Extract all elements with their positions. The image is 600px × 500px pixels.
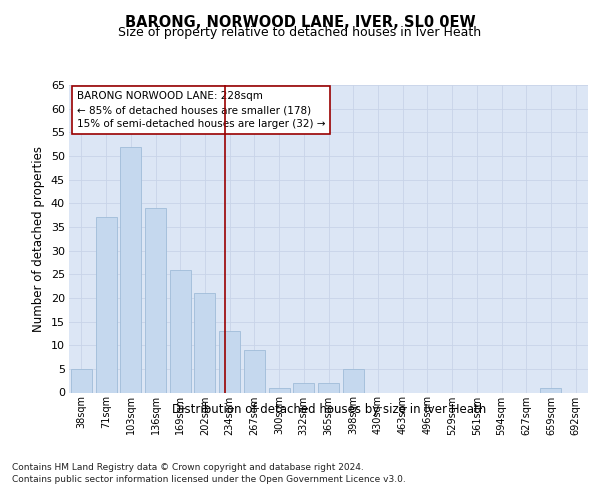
- Text: Distribution of detached houses by size in Iver Heath: Distribution of detached houses by size …: [172, 402, 486, 415]
- Bar: [269, 388, 290, 392]
- Bar: [71, 369, 92, 392]
- Bar: [95, 218, 116, 392]
- Text: Contains public sector information licensed under the Open Government Licence v3: Contains public sector information licen…: [12, 475, 406, 484]
- Bar: [194, 293, 215, 392]
- Bar: [170, 270, 191, 392]
- Y-axis label: Number of detached properties: Number of detached properties: [32, 146, 45, 332]
- Bar: [343, 369, 364, 392]
- Bar: [318, 383, 339, 392]
- Text: Contains HM Land Registry data © Crown copyright and database right 2024.: Contains HM Land Registry data © Crown c…: [12, 462, 364, 471]
- Bar: [219, 331, 240, 392]
- Text: BARONG NORWOOD LANE: 228sqm
← 85% of detached houses are smaller (178)
15% of se: BARONG NORWOOD LANE: 228sqm ← 85% of det…: [77, 91, 325, 129]
- Text: BARONG, NORWOOD LANE, IVER, SL0 0EW: BARONG, NORWOOD LANE, IVER, SL0 0EW: [125, 15, 475, 30]
- Bar: [541, 388, 562, 392]
- Text: Size of property relative to detached houses in Iver Heath: Size of property relative to detached ho…: [118, 26, 482, 39]
- Bar: [145, 208, 166, 392]
- Bar: [244, 350, 265, 393]
- Bar: [120, 146, 141, 392]
- Bar: [293, 383, 314, 392]
